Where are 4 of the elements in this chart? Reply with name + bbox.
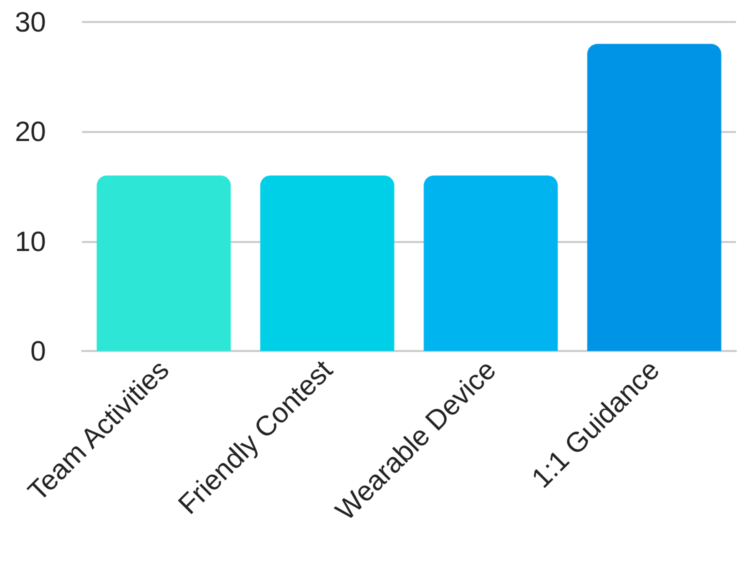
y-tick-label: 20 (14, 116, 46, 148)
y-tick-label: 30 (14, 6, 46, 38)
y-tick-label: 0 (30, 336, 46, 366)
y-tick-label: 10 (14, 226, 46, 257)
